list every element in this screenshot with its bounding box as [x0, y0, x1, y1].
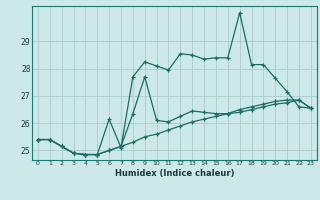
- X-axis label: Humidex (Indice chaleur): Humidex (Indice chaleur): [115, 169, 234, 178]
